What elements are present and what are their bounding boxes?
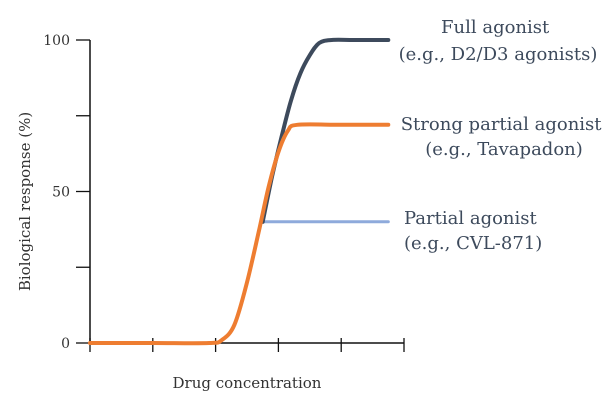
series-label-partial-agonist: Partial agonist (e.g., CVL-871) xyxy=(404,208,542,254)
series-label-strong-partial-agonist-name: Strong partial agonist xyxy=(401,114,603,135)
series-label-full-agonist-name: Full agonist xyxy=(441,17,550,38)
series-layer xyxy=(88,37,391,346)
series-label-full-agonist: Full agonist (e.g., D2/D3 agonists) xyxy=(399,17,598,65)
y-ticks: 0 50 100 xyxy=(43,33,90,352)
y-tick-label-0: 0 xyxy=(61,336,70,352)
y-axis-title: Biological response (%) xyxy=(16,112,34,291)
series-line-full-agonist xyxy=(260,37,391,224)
series-labels: Full agonist (e.g., D2/D3 agonists) Stro… xyxy=(399,17,608,254)
series-label-partial-agonist-name: Partial agonist xyxy=(404,208,538,229)
y-tick-label-100: 100 xyxy=(43,33,70,49)
series-label-strong-partial-agonist: Strong partial agonist (e.g., Tavapadon) xyxy=(401,114,608,160)
series-label-partial-agonist-example: (e.g., CVL-871) xyxy=(404,233,542,254)
series-label-full-agonist-example: (e.g., D2/D3 agonists) xyxy=(399,44,598,65)
y-tick-label-50: 50 xyxy=(52,185,70,201)
x-axis-title: Drug concentration xyxy=(173,374,322,392)
series-line-strong-partial-agonist xyxy=(88,122,391,346)
series-label-strong-partial-agonist-example: (e.g., Tavapadon) xyxy=(425,139,583,160)
